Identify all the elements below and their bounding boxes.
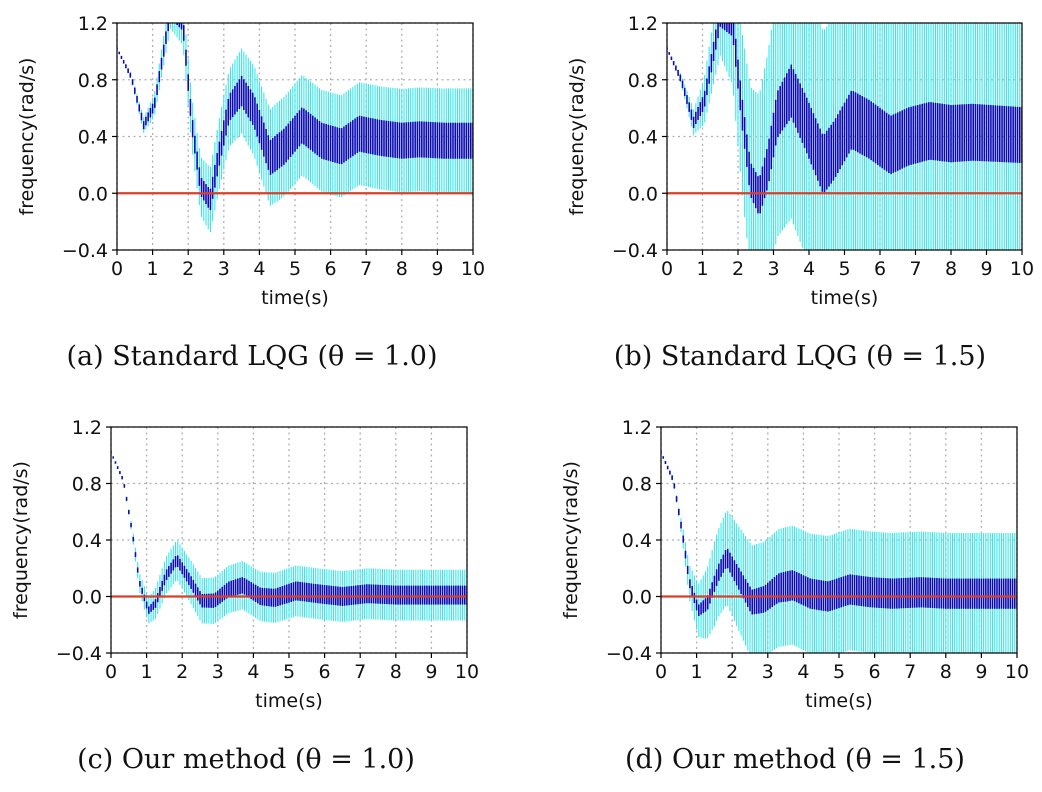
chart-panel-1: 0 1 2 3 4 5 6 7 8 9 10 −0.4 0.0 0.4 0.8 1.2 time(s) frequ…: [566, 13, 1034, 372]
x-tick-label: 8: [396, 258, 408, 280]
y-tick-label: 0.8: [622, 474, 652, 496]
y-tick-label: −0.4: [612, 240, 658, 262]
x-tick-label: 5: [833, 661, 845, 683]
x-tick-label: 4: [797, 661, 809, 683]
plot-area: [117, 23, 473, 233]
x-tick-label: 9: [975, 661, 987, 683]
x-tick-label: 6: [319, 661, 331, 683]
y-tick-label: 0.0: [78, 183, 108, 205]
x-tick-label: 10: [455, 661, 479, 683]
x-tick-label: 7: [360, 258, 372, 280]
x-tick-label: 10: [1010, 258, 1034, 280]
x-tick-label: 10: [461, 258, 485, 280]
y-tick-label: 0.8: [628, 70, 658, 92]
x-tick-label: 10: [1005, 661, 1029, 683]
x-tick-label: 8: [390, 661, 402, 683]
x-tick-label: 2: [726, 661, 738, 683]
y-tick-label: 0.4: [622, 530, 652, 552]
y-tick-label: 0.0: [628, 183, 658, 205]
x-tick-label: 1: [141, 661, 153, 683]
x-tick-label: 1: [147, 258, 159, 280]
x-tick-label: 3: [767, 258, 779, 280]
x-tick-label: 1: [691, 661, 703, 683]
x-tick-label: 2: [732, 258, 744, 280]
x-tick-label: 3: [212, 661, 224, 683]
x-tick-label: 3: [762, 661, 774, 683]
x-tick-label: 7: [904, 661, 916, 683]
x-tick-label: 9: [431, 258, 443, 280]
y-tick-label: 0.0: [72, 587, 102, 609]
x-tick-label: 5: [289, 258, 301, 280]
plot-area: [667, 23, 1022, 250]
x-tick-label: 4: [803, 258, 815, 280]
y-tick-label: 1.2: [72, 417, 102, 439]
y-tick-label: 0.4: [72, 530, 102, 552]
x-tick-label: 8: [945, 258, 957, 280]
y-tick-label: 0.4: [78, 127, 108, 149]
chart-panel-0: 0 1 2 3 4 5 6 7 8 9 10 −0.4 0.0 0.4 0.8 1.2 time(s) frequ…: [16, 13, 485, 372]
y-axis-label: frequency(rad/s): [16, 58, 38, 216]
y-axis-label: frequency(rad/s): [560, 461, 582, 619]
x-tick-label: 7: [909, 258, 921, 280]
x-tick-label: 3: [218, 258, 230, 280]
subfigure-caption: (b) Standard LQG (θ = 1.5): [614, 341, 986, 372]
x-tick-label: 0: [655, 661, 667, 683]
y-tick-label: 1.2: [628, 13, 658, 35]
y-tick-label: 0.4: [628, 127, 658, 149]
plot-area: [111, 451, 467, 624]
y-tick-label: 0.8: [72, 474, 102, 496]
y-tick-label: 0.8: [78, 70, 108, 92]
x-tick-label: 7: [354, 661, 366, 683]
y-tick-label: 1.2: [78, 13, 108, 35]
x-axis-label: time(s): [805, 690, 873, 712]
x-tick-label: 0: [661, 258, 673, 280]
x-tick-label: 6: [869, 661, 881, 683]
x-axis-label: time(s): [261, 287, 329, 309]
x-tick-label: 6: [874, 258, 886, 280]
y-tick-label: 0.0: [622, 587, 652, 609]
x-axis-label: time(s): [255, 690, 323, 712]
y-tick-label: 1.2: [622, 417, 652, 439]
plot-area: [661, 451, 1017, 653]
y-axis-label: frequency(rad/s): [10, 461, 32, 619]
x-tick-label: 5: [283, 661, 295, 683]
x-axis-label: time(s): [811, 287, 879, 309]
subfigure-caption: (d) Our method (θ = 1.5): [625, 744, 965, 775]
x-tick-label: 6: [325, 258, 337, 280]
y-tick-label: −0.4: [56, 643, 102, 665]
subfigure-caption: (a) Standard LQG (θ = 1.0): [67, 341, 438, 372]
y-tick-label: −0.4: [62, 240, 108, 262]
x-tick-label: 0: [105, 661, 117, 683]
x-tick-label: 9: [980, 258, 992, 280]
x-tick-label: 1: [696, 258, 708, 280]
y-tick-label: −0.4: [606, 643, 652, 665]
x-tick-label: 2: [176, 661, 188, 683]
x-tick-label: 9: [425, 661, 437, 683]
chart-panel-2: 0 1 2 3 4 5 6 7 8 9 10 −0.4 0.0 0.4 0.8 1.2 time(s) frequ…: [10, 417, 479, 775]
x-tick-label: 2: [182, 258, 194, 280]
x-tick-label: 8: [940, 661, 952, 683]
x-tick-label: 5: [838, 258, 850, 280]
subfigure-caption: (c) Our method (θ = 1.0): [77, 744, 415, 775]
x-tick-label: 4: [253, 258, 265, 280]
chart-panel-3: 0 1 2 3 4 5 6 7 8 9 10 −0.4 0.0 0.4 0.8 1.2 time(s) frequ…: [560, 417, 1029, 775]
y-axis-label: frequency(rad/s): [566, 58, 588, 216]
x-tick-label: 4: [247, 661, 259, 683]
x-tick-label: 0: [111, 258, 123, 280]
